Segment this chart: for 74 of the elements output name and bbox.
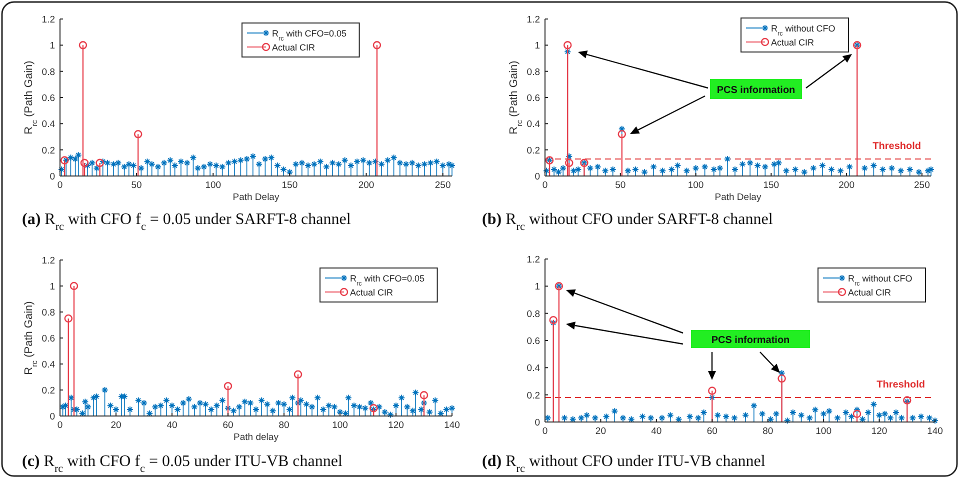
y-tick-label: 0.2 — [526, 145, 540, 156]
x-tick-label: 200 — [358, 180, 374, 191]
ref-line-label: Threshold — [872, 140, 921, 152]
x-tick-label: 50 — [131, 180, 142, 191]
y-tick-label: 0.6 — [526, 93, 540, 104]
text: (c) R$_{rc}$ with CFO f$_{c}$ = 0.05 under ITU-VB channel — [22, 453, 343, 475]
y-tick-label: 1.2 — [42, 256, 55, 266]
y-tick-label: 0.4 — [526, 363, 540, 374]
x-tick-label: 20 — [110, 420, 122, 431]
x-tick-label: 100 — [332, 420, 348, 431]
legend-label: Actual CIR — [771, 38, 815, 48]
x-tick-label: 150 — [282, 180, 298, 191]
text: (b) R$_{rc}$ without CFO under SARFT-8 channel — [482, 211, 774, 233]
x-tick-label: 140 — [444, 420, 460, 431]
legend-label: R$_{rc}$ with CFO=0.05 — [350, 274, 425, 287]
legend-label: Actual CIR — [272, 42, 316, 52]
y-tick-label: 1 — [534, 40, 540, 52]
x-tick-label: 100 — [816, 426, 832, 437]
y-tick-label: 1.2 — [526, 254, 540, 266]
annotation: PCS information — [711, 335, 790, 346]
x-tick-label: 80 — [278, 420, 290, 431]
y-tick-label: 0 — [50, 412, 55, 422]
y-tick-label: 0 — [50, 172, 55, 182]
y-tick-label: 0.8 — [526, 66, 540, 78]
x-tick-label: 140 — [927, 426, 943, 437]
x-tick-label: 120 — [871, 426, 888, 437]
x-tick-label: 200 — [838, 180, 854, 191]
x-tick-label: 150 — [763, 180, 780, 191]
x-tick-label: 100 — [205, 180, 222, 191]
legend-label: R$_{rc}$ without CFO — [771, 24, 836, 37]
y-tick-label: 0.8 — [42, 66, 55, 78]
y-tick-label: 0.4 — [42, 360, 55, 370]
y-tick-label: 0.2 — [526, 390, 540, 402]
text: (a) R$_{rc}$ with CFO f$_{c}$ = 0.05 under SARFT-8 channel — [22, 211, 352, 233]
x-tick-label: 60 — [706, 426, 718, 437]
x-tick-label: 0 — [57, 180, 63, 191]
annotation: PCS information — [716, 85, 796, 96]
x-tick-label: 0 — [542, 426, 548, 437]
x-tick-label: 60 — [222, 420, 234, 431]
legend-label: Actual CIR — [350, 288, 394, 298]
x-tick-label: 120 — [388, 420, 404, 431]
x-tick-label: 40 — [651, 426, 662, 437]
y-tick-label: 1 — [50, 40, 55, 52]
y-tick-label: 0.4 — [42, 119, 55, 130]
legend-label: Actual CIR — [848, 288, 892, 298]
x-axis-title: Path Delay — [232, 192, 280, 203]
x-tick-label: 0 — [57, 420, 63, 431]
x-tick-label: 80 — [762, 426, 774, 437]
x-tick-label: 40 — [166, 420, 178, 431]
x-axis-title: Path delay — [234, 432, 279, 443]
x-axis-title: Path Delay — [714, 192, 762, 203]
y-tick-label: 0.8 — [42, 308, 55, 318]
y-tick-label: 1 — [534, 282, 540, 293]
y-tick-label: 0 — [534, 172, 540, 182]
x-tick-label: 0 — [542, 180, 548, 191]
legend-label: R$_{rc}$ without CFO — [848, 274, 912, 287]
y-tick-label: 0.8 — [526, 308, 540, 320]
legend-label: R$_{rc}$ with CFO=0.05 — [272, 28, 347, 42]
y-tick-label: 0.6 — [42, 93, 55, 104]
x-tick-label: 50 — [615, 180, 626, 191]
y-tick-label: 0.6 — [42, 334, 55, 344]
x-tick-label: 250 — [434, 180, 451, 191]
x-tick-label: 250 — [914, 180, 930, 191]
x-tick-label: 20 — [595, 426, 606, 437]
y-tick-label: 1 — [50, 282, 55, 292]
y-tick-label: 0.4 — [526, 119, 540, 130]
y-tick-label: 1.2 — [42, 14, 55, 26]
y-tick-label: 0.2 — [42, 145, 55, 156]
y-tick-label: 0.2 — [42, 386, 55, 396]
text: (d) R$_{rc}$ without CFO under ITU-VB channel — [482, 453, 766, 475]
ref-line-label: Threshold — [876, 380, 925, 391]
x-tick-label: 100 — [688, 180, 704, 191]
y-tick-label: 1.2 — [526, 14, 540, 26]
y-tick-label: 0.6 — [526, 336, 540, 347]
